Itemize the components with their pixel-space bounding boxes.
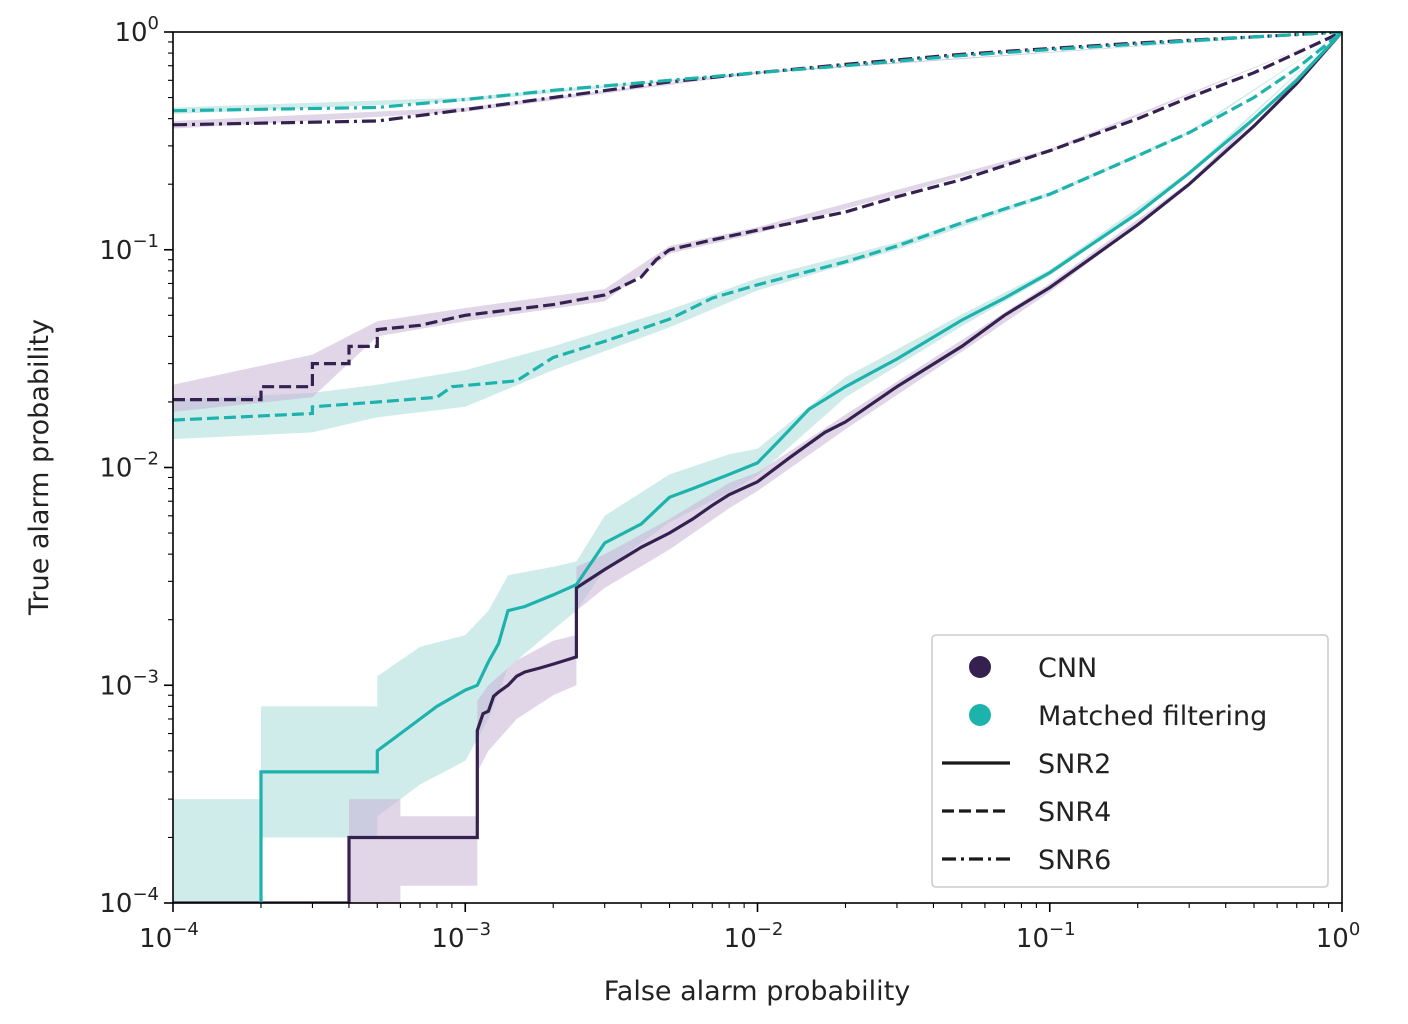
y-tick-label: 10−1 xyxy=(99,231,159,266)
y-tick-label: 10−2 xyxy=(99,449,159,484)
y-axis-label: True alarm probability xyxy=(24,319,55,616)
y-tick-label: 10−3 xyxy=(99,666,159,701)
mf-snr4-uncertainty-band xyxy=(173,32,1342,440)
x-axis-label: False alarm probability xyxy=(604,976,911,1007)
cnn-snr6-uncertainty-band xyxy=(173,32,1342,129)
roc-curves xyxy=(173,32,1342,903)
legend-label-cnn: CNN xyxy=(1038,653,1097,684)
x-tick-label: 100 xyxy=(1316,919,1361,954)
mf-snr2-line xyxy=(259,32,1342,903)
legend-marker-matched-filtering xyxy=(969,704,991,726)
axis-ticks: 10−4 10−3 10−2 10−1 100 10−4 10−3 10−2 10−1 100 xyxy=(99,13,1360,954)
legend-box xyxy=(931,634,1329,888)
cnn-snr6-line xyxy=(173,32,1342,127)
cnn-snr2-line xyxy=(173,32,1342,903)
y-tick-label: 100 xyxy=(114,13,159,48)
y-tick-label: 10−4 xyxy=(99,884,159,919)
x-tick-label: 10−3 xyxy=(431,919,491,954)
mf-snr4-line xyxy=(173,32,1342,422)
cnn-snr4-line xyxy=(173,32,1342,402)
mf-snr2-uncertainty-band xyxy=(173,32,1342,903)
legend-label-snr6: SNR6 xyxy=(1038,845,1111,876)
x-tick-label: 10−4 xyxy=(139,919,199,954)
legend-marker-cnn xyxy=(969,656,991,678)
legend-label-snr4: SNR4 xyxy=(1038,797,1111,828)
legend-label-snr2: SNR2 xyxy=(1038,749,1111,780)
x-tick-label: 10−1 xyxy=(1016,919,1076,954)
mf-snr6-line xyxy=(173,32,1342,113)
cnn-snr4-uncertainty-band xyxy=(173,32,1342,412)
legend-label-matched-filtering: Matched filtering xyxy=(1038,701,1267,732)
legend: CNN Matched filtering SNR2 SNR4 SNR6 xyxy=(931,634,1329,888)
x-tick-label: 10−2 xyxy=(724,919,784,954)
